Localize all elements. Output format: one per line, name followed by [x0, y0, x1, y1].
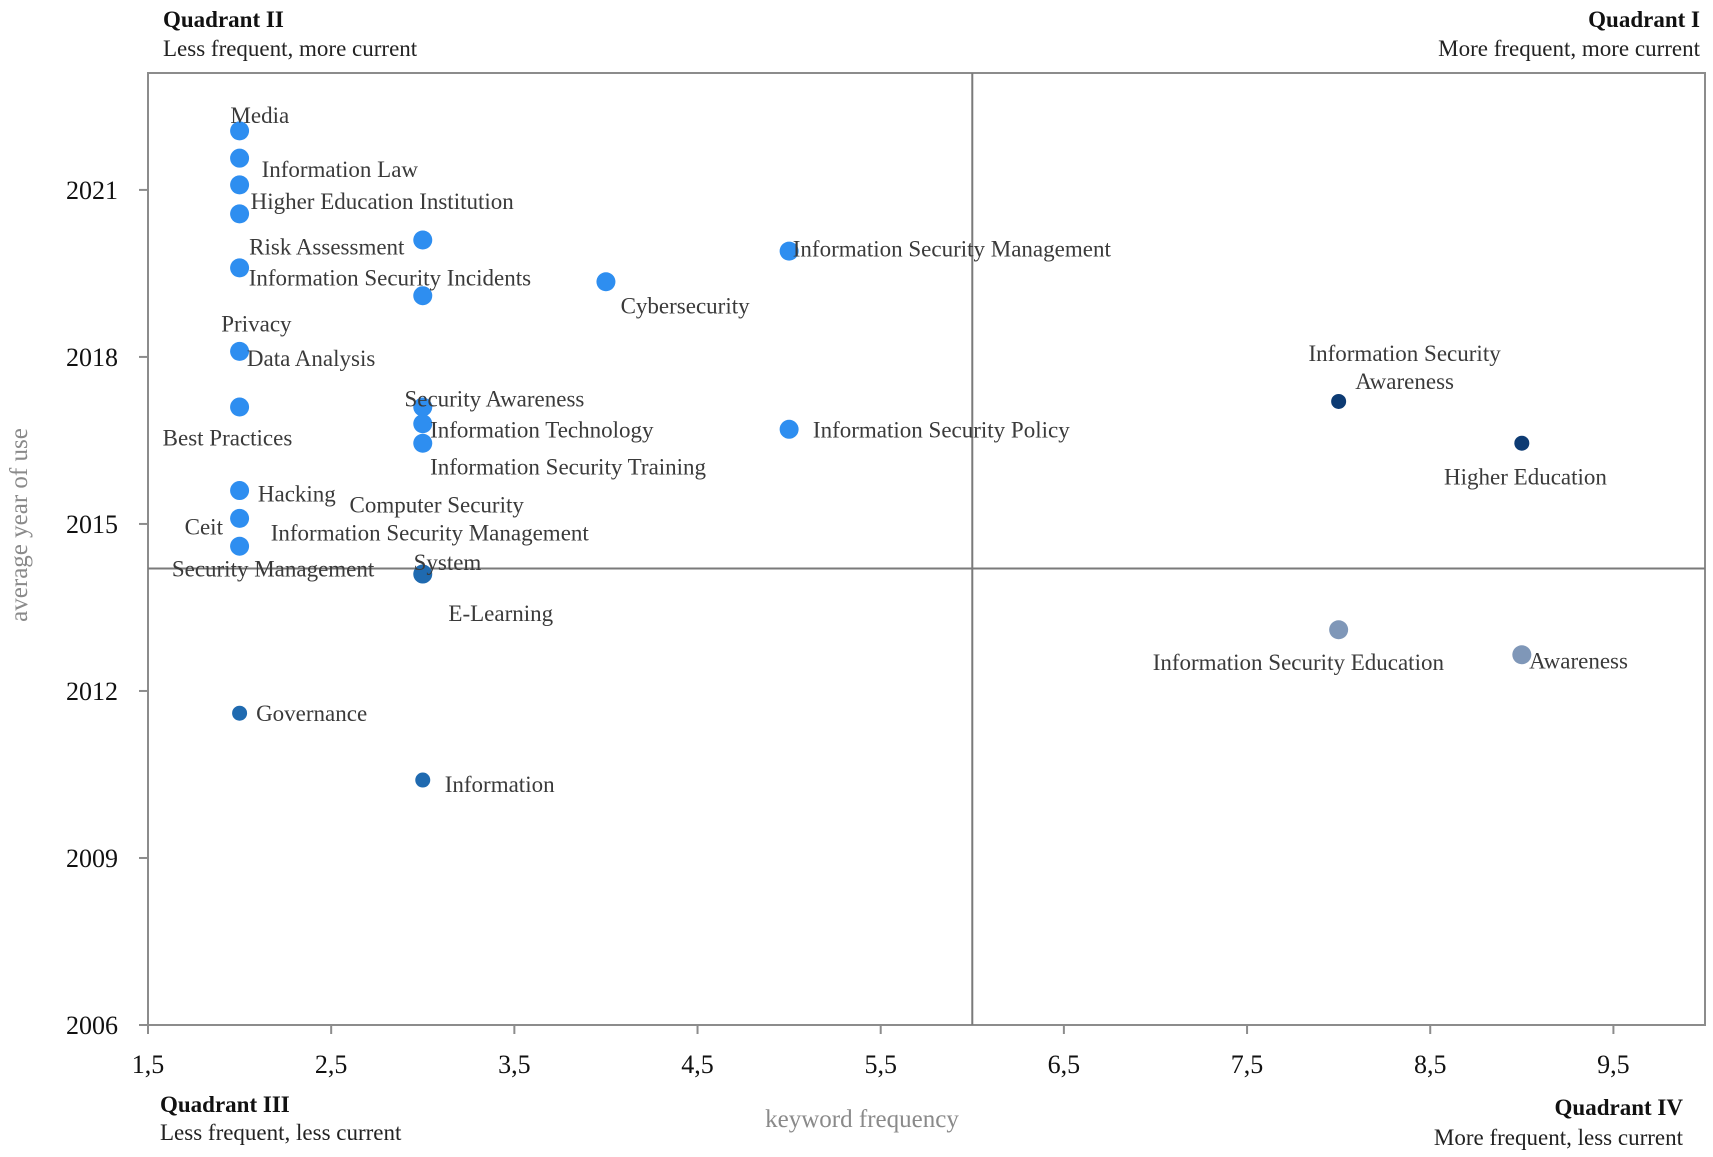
data-point: [1331, 393, 1347, 409]
data-label: Information: [445, 772, 555, 797]
data-points: [230, 121, 1532, 788]
y-tick-label: 2018: [66, 343, 118, 372]
data-label: Information Security Policy: [813, 417, 1070, 442]
point-labels: Media Information Law Higher Education Ins…: [163, 103, 1628, 797]
data-label: Privacy: [221, 312, 292, 337]
data-point: [779, 419, 799, 439]
data-point: [413, 564, 433, 584]
data-point: [779, 241, 799, 261]
y-tick-label: 2009: [66, 844, 118, 873]
data-label: Cybersecurity: [621, 294, 751, 319]
data-point: [230, 536, 250, 556]
data-point: [1512, 645, 1532, 665]
data-label: Information Security Training: [430, 455, 706, 480]
data-label: Security Awareness: [404, 387, 584, 412]
x-tick-label: 9,5: [1597, 1050, 1630, 1079]
y-tick-label: 2006: [66, 1011, 118, 1040]
x-tick-label: 3,5: [498, 1050, 531, 1079]
x-tick-label: 6,5: [1048, 1050, 1081, 1079]
data-label: Higher Education Institution: [251, 189, 515, 214]
data-point: [230, 175, 250, 195]
x-tick-label: 7,5: [1231, 1050, 1264, 1079]
data-label: Governance: [256, 701, 367, 726]
data-point: [230, 148, 250, 168]
data-label: Information Law: [262, 157, 419, 182]
data-label: Higher Education: [1444, 465, 1607, 490]
data-point: [413, 397, 433, 417]
data-label: Information Security Management: [793, 236, 1112, 261]
data-label: Ceit: [185, 515, 224, 540]
plot-frame: [147, 72, 1706, 1026]
data-label: Awareness: [1355, 369, 1454, 394]
data-point: [232, 705, 248, 721]
data-label: System: [414, 550, 482, 575]
data-label: Information Security: [1308, 341, 1501, 366]
x-axis-label: keyword frequency: [765, 1106, 959, 1133]
data-point: [230, 397, 250, 417]
data-point: [230, 121, 250, 141]
data-label: Information Security Education: [1153, 650, 1445, 675]
quadrant-iv-subtitle: More frequent, less current: [1434, 1125, 1684, 1150]
x-tick-label: 5,5: [864, 1050, 897, 1079]
x-tick-label: 1,5: [132, 1050, 165, 1079]
plot-border: [147, 72, 1706, 1026]
data-label: Information Security Incidents: [249, 265, 531, 290]
data-label: Computer Security: [349, 492, 524, 517]
quadrant-iii-subtitle: Less frequent, less current: [160, 1120, 402, 1145]
data-label: Data Analysis: [247, 346, 375, 371]
x-tick-label: 2,5: [315, 1050, 348, 1079]
data-point: [413, 433, 433, 453]
data-point: [230, 508, 250, 528]
quadrant-iv-title: Quadrant IV: [1555, 1095, 1684, 1120]
data-point: [413, 230, 433, 250]
y-tick-label: 2021: [66, 176, 118, 205]
data-label: Security Management: [172, 556, 375, 581]
data-point: [413, 414, 433, 434]
x-tick-label: 4,5: [681, 1050, 714, 1079]
data-point: [230, 481, 250, 501]
data-label: Risk Assessment: [249, 235, 405, 260]
data-point: [596, 272, 616, 292]
data-point: [415, 772, 431, 788]
data-label: Information Technology: [430, 417, 654, 442]
data-point: [230, 341, 250, 361]
quadrant-i-subtitle: More frequent, more current: [1438, 36, 1700, 61]
axis-ticks: 1,5 2,5 3,5 4,5 5,5 6,5 7,5 8,5 9,5 2006 2009 2012 2…: [66, 176, 1630, 1079]
data-point: [1329, 620, 1349, 640]
quadrant-i-title: Quadrant I: [1588, 7, 1700, 32]
quadrant-ii-title: Quadrant II: [163, 7, 284, 32]
data-label: Awareness: [1529, 648, 1628, 673]
data-label: Information Security Management: [271, 520, 590, 545]
data-point: [230, 204, 250, 224]
y-axis-label: average year of use: [6, 428, 33, 622]
data-label: Hacking: [258, 481, 336, 506]
data-point: [413, 286, 433, 306]
y-tick-label: 2012: [66, 677, 118, 706]
data-label: Media: [230, 103, 289, 128]
data-label: E-Learning: [448, 601, 553, 626]
y-tick-label: 2015: [66, 510, 118, 539]
data-label: Best Practices: [163, 426, 293, 451]
x-tick-label: 8,5: [1414, 1050, 1447, 1079]
quadrant-iii-title: Quadrant III: [160, 1092, 290, 1117]
quadrant-ii-subtitle: Less frequent, more current: [163, 36, 418, 61]
data-point: [1514, 435, 1530, 451]
data-point: [230, 258, 250, 278]
